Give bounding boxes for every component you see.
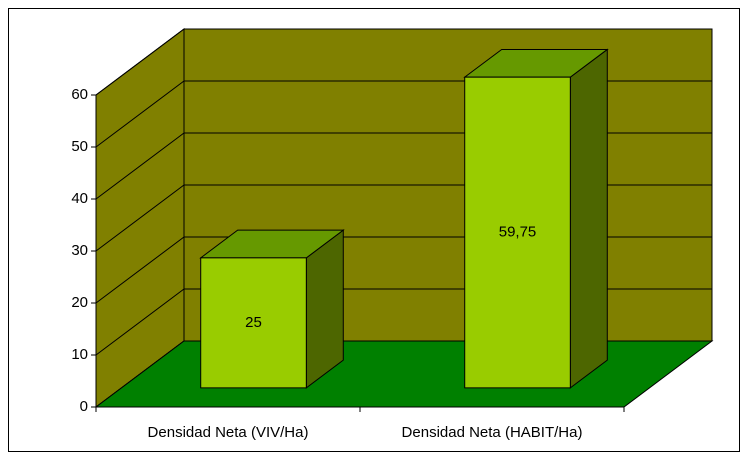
value-label: 25 [245, 314, 262, 331]
y-tick-label: 60 [71, 86, 88, 103]
bar-side [569, 48, 608, 389]
y-tick-label: 50 [71, 138, 88, 155]
bar [464, 76, 571, 389]
bar [200, 257, 307, 389]
value-label: 59,75 [499, 223, 537, 240]
y-tick-label: 40 [71, 190, 88, 207]
x-tick-label: Densidad Neta (HABIT/Ha) [402, 424, 583, 441]
y-tick-label: 20 [71, 294, 88, 311]
grid-line [95, 28, 712, 96]
floor [94, 340, 714, 408]
x-tick-label: Densidad Neta (VIV/Ha) [148, 424, 309, 441]
y-tick-label: 30 [71, 242, 88, 259]
y-tick-label: 10 [71, 346, 88, 363]
y-tick-label: 0 [80, 398, 88, 415]
